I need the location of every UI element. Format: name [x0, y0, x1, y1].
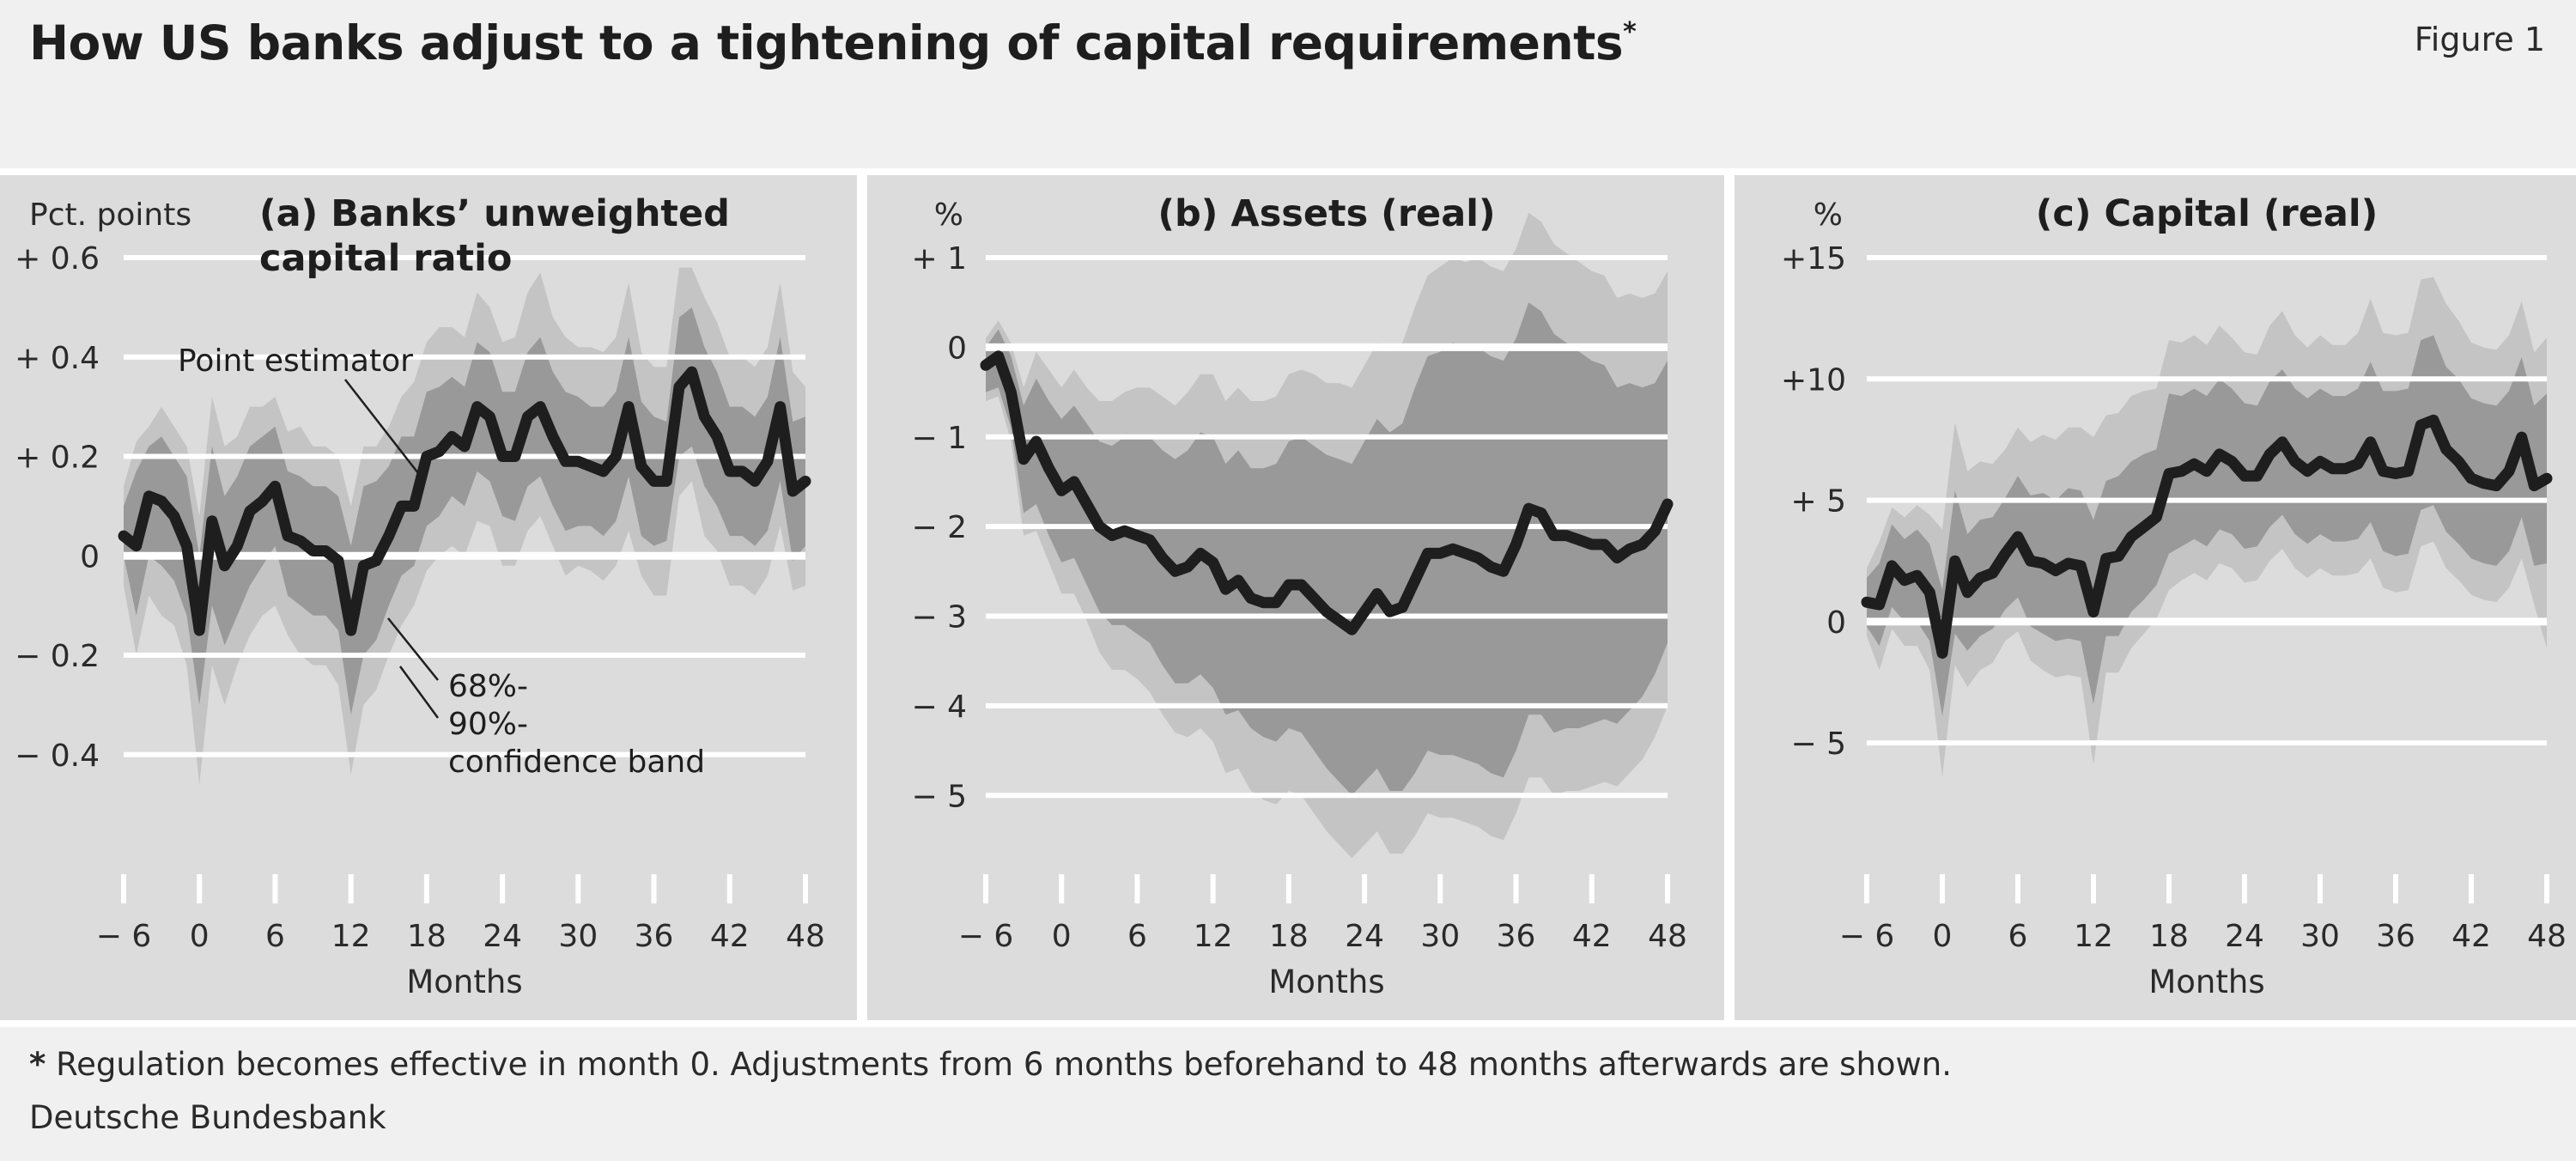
y-tick-label: − 0.4	[15, 739, 100, 774]
x-tick-label: 30	[558, 919, 598, 954]
y-tick-label: − 4	[911, 690, 967, 725]
point-estimator-label: Point estimator	[178, 343, 413, 379]
title-footnote-marker: *	[1623, 17, 1637, 47]
chart-panels: + 0.6 + 0.4 + 0.2 0 − 0.2 − 0.4 − 6 0 6 12 18 24 30 3…	[0, 175, 2576, 1020]
y-tick-label: + 0.6	[15, 241, 100, 277]
y-axis-unit: Pct. points	[29, 198, 191, 233]
y-tick-label: 0	[80, 539, 100, 574]
x-tick-label: 36	[635, 919, 674, 954]
chart-area: + 0.6 + 0.4 + 0.2 0 − 0.2 − 0.4 − 6 0 6 12 18 24 30 3…	[0, 168, 2576, 1027]
x-tick-label: 12	[1194, 919, 1233, 954]
panel-title: capital ratio	[259, 237, 512, 280]
x-tick-label: 6	[265, 919, 285, 954]
y-tick-label: − 1	[911, 421, 967, 456]
footnote-text: Regulation becomes effective in month 0.…	[56, 1046, 1953, 1083]
x-tick-label: 42	[710, 919, 750, 954]
point-estimator-line	[980, 350, 1674, 635]
x-tick-label: 42	[2451, 919, 2491, 954]
x-axis-label: Months	[406, 963, 522, 1000]
y-tick-label: + 0.2	[15, 441, 100, 476]
confidence-band-label: 90%-	[448, 707, 528, 742]
x-tick-label: 6	[2008, 919, 2028, 954]
x-tick-label: 18	[2149, 919, 2189, 954]
x-tick-label: 0	[1933, 919, 1953, 954]
y-tick-label: +15	[1781, 241, 1846, 277]
x-tick-label: 42	[1572, 919, 1612, 954]
point-estimator-line	[1861, 414, 2553, 660]
x-tick-label: 30	[1420, 919, 1460, 954]
x-tick-label: 0	[190, 919, 210, 954]
point-estimator-line	[118, 366, 811, 636]
panel-title: (a) Banks’ unweighted	[259, 192, 730, 235]
x-tick-label: 6	[1127, 919, 1147, 954]
y-tick-label: − 5	[911, 779, 967, 814]
panel-title: (c) Capital (real)	[2036, 192, 2379, 235]
x-tick-label: 18	[1269, 919, 1309, 954]
x-tick-label: 18	[407, 919, 447, 954]
y-tick-label: +10	[1781, 362, 1846, 398]
x-tick-label: − 6	[1839, 919, 1895, 954]
x-tick-label: 48	[1648, 919, 1687, 954]
chart-title-text: How US banks adjust to a tightening of c…	[29, 15, 1624, 70]
confidence-band-68	[986, 302, 1668, 796]
panel-title: (b) Assets (real)	[1157, 192, 1495, 235]
y-tick-label: 0	[947, 331, 967, 366]
x-tick-label: 36	[2376, 919, 2415, 954]
y-tick-label: + 0.4	[15, 341, 100, 376]
y-axis-unit: %	[934, 198, 963, 233]
source-note: Deutsche Bundesbank	[29, 1099, 386, 1136]
confidence-band-label: confidence band	[448, 745, 705, 780]
x-tick-label: 48	[2527, 919, 2567, 954]
footnote-marker: *	[29, 1046, 46, 1083]
chart-title: How US banks adjust to a tightening of c…	[29, 15, 1637, 70]
confidence-band-68	[124, 307, 805, 715]
x-tick-label: 24	[2225, 919, 2264, 954]
chart-panel-b: + 1 0 − 1 − 2 − 3 − 4 − 5 − 6 0 6 12 18 24 30 36 42 48 Mo…	[867, 175, 1724, 1020]
x-tick-label: − 6	[96, 919, 152, 954]
figure-label: Figure 1	[2414, 21, 2545, 58]
x-tick-label: 36	[1497, 919, 1536, 954]
y-tick-label: − 2	[911, 510, 967, 545]
x-tick-label: 24	[483, 919, 522, 954]
y-tick-label: − 0.2	[15, 639, 100, 674]
x-tick-label: 48	[786, 919, 825, 954]
y-tick-label: − 5	[1790, 726, 1846, 762]
y-tick-label: + 1	[911, 241, 967, 277]
x-tick-label: − 6	[958, 919, 1014, 954]
leader-line	[398, 666, 440, 719]
y-tick-label: − 3	[911, 600, 967, 635]
y-tick-label: 0	[1826, 605, 1846, 641]
y-tick-label: + 5	[1790, 484, 1846, 520]
x-tick-label: 12	[2074, 919, 2113, 954]
confidence-band-label: 68%-	[448, 669, 528, 704]
leader-line	[387, 617, 439, 681]
x-tick-label: 30	[2300, 919, 2340, 954]
x-tick-label: 0	[1052, 919, 1072, 954]
x-tick-label: 24	[1345, 919, 1384, 954]
footnote: * Regulation becomes effective in month …	[29, 1046, 1952, 1083]
x-axis-label: Months	[1268, 963, 1384, 1000]
y-axis-unit: %	[1814, 198, 1843, 233]
x-tick-label: 12	[331, 919, 371, 954]
chart-panel-c: +15 +10 + 5 0 − 5 − 6 0 6 12 18 24 30 36 42 48 Months% (…	[1735, 175, 2576, 1020]
x-axis-label: Months	[2148, 963, 2264, 1000]
chart-panel-a: + 0.6 + 0.4 + 0.2 0 − 0.2 − 0.4 − 6 0 6 12 18 24 30 3…	[0, 175, 857, 1020]
leader-line	[344, 379, 425, 482]
